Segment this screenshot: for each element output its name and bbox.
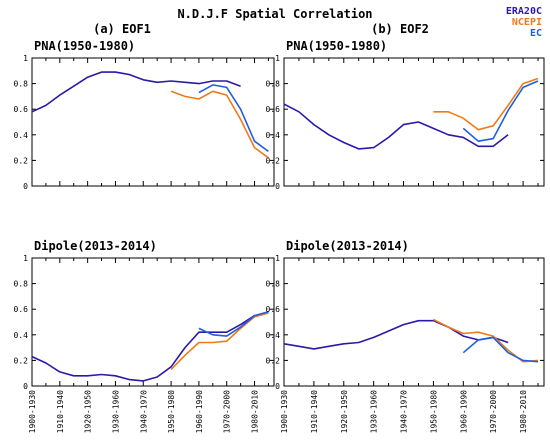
x-tick-label: 1910-1940: [56, 390, 65, 434]
x-tick-label: 1970-2000: [489, 390, 498, 434]
x-tick-label: 1930-1960: [370, 390, 379, 434]
x-tick-label: 1900-1930: [28, 390, 37, 434]
x-tick-label: 1920-1950: [340, 390, 349, 434]
figure-title: N.D.J.F Spatial Correlation: [177, 7, 372, 21]
x-tick-label: 1950-1980: [167, 390, 176, 434]
panel-4: Dipole(2013-2014) 0 0.2 0.4 0.6 0.8 1 1900-1930…: [266, 239, 545, 434]
series-line-era20c: [31, 71, 241, 113]
y-tick-label: 0.8: [14, 280, 29, 289]
series-line-ec: [462, 80, 539, 142]
y-tick-label: 0.8: [266, 280, 281, 289]
plot-frame: [283, 57, 545, 187]
legend-entry-ncepi: NCEPI: [512, 17, 542, 28]
x-tick-label: 1980-2010: [251, 390, 260, 434]
x-tick-label: 1940-1970: [400, 390, 409, 434]
x-tick-label: 1960-1990: [195, 390, 204, 434]
plot-frame: [31, 257, 275, 387]
y-tick-label: 0.2: [14, 156, 29, 165]
y-tick-label: 0.2: [14, 356, 29, 365]
y-tick-label: 1: [23, 54, 28, 63]
plot-frame: [31, 57, 275, 187]
x-tick-label: 1950-1980: [429, 390, 438, 434]
x-tick-label: 1960-1990: [459, 390, 468, 434]
legend-entry-ec: EC: [530, 28, 542, 39]
column-title-eof2: (b) EOF2: [371, 22, 429, 36]
series-line-ncepi: [170, 90, 269, 159]
panel-title: Dipole(2013-2014): [286, 239, 409, 253]
series-line-era20c: [283, 103, 509, 150]
y-tick-label: 0.4: [14, 331, 29, 340]
y-tick-label: 0.6: [14, 105, 29, 114]
y-tick-label: 0: [23, 182, 28, 191]
y-tick-label: 0: [23, 382, 28, 391]
series-line-ec: [198, 84, 269, 153]
y-tick-label: 0.6: [14, 305, 29, 314]
panel-2: PNA(1950-1980) 0 0.2 0.4 0.6 0.8 1: [266, 39, 545, 191]
panel-3: Dipole(2013-2014) 0 0.2 0.4 0.6 0.8 1 1900-1930…: [14, 239, 275, 434]
y-tick-label: 0: [275, 382, 280, 391]
y-tick-label: 1: [23, 254, 28, 263]
plot-frame: [283, 257, 545, 387]
y-tick-label: 0.6: [266, 305, 281, 314]
y-tick-label: 0.6: [266, 105, 281, 114]
panels: PNA(1950-1980)00.20.40.60.81PNA(1950-198…: [14, 39, 545, 434]
y-tick-label: 1: [275, 254, 280, 263]
y-tick-label: 0.4: [266, 331, 281, 340]
x-tick-label: 1920-1950: [84, 390, 93, 434]
panel-title: PNA(1950-1980): [286, 39, 387, 53]
y-tick-label: 0.8: [266, 80, 281, 89]
series-line-ncepi: [170, 312, 269, 370]
x-tick-label: 1930-1960: [111, 390, 120, 434]
series-line-ec: [198, 311, 269, 337]
y-tick-label: 0.4: [266, 131, 281, 140]
x-tick-label: 1970-2000: [223, 390, 232, 434]
column-title-eof1: (a) EOF1: [93, 22, 151, 36]
panel-title: PNA(1950-1980): [34, 39, 135, 53]
y-tick-label: 0.2: [266, 156, 281, 165]
y-tick-label: 0.4: [14, 131, 29, 140]
x-tick-label: 1940-1970: [139, 390, 148, 434]
x-tick-label: 1900-1930: [280, 390, 289, 434]
panel-1: PNA(1950-1980) 0 0.2 0.4 0.6 0.8 1: [14, 39, 275, 191]
series-line-ncepi: [433, 77, 539, 131]
y-tick-label: 1: [275, 54, 280, 63]
x-tick-label: 1910-1940: [310, 390, 319, 434]
series-line-ncepi: [433, 318, 539, 363]
y-tick-label: 0.2: [266, 356, 281, 365]
series-line-era20c: [31, 312, 269, 382]
y-tick-label: 0: [275, 182, 280, 191]
y-tick-label: 0.8: [14, 80, 29, 89]
legend-entry-era20c: ERA20C: [506, 6, 542, 17]
series-line-ec: [462, 336, 539, 363]
series-line-era20c: [283, 319, 509, 350]
panel-title: Dipole(2013-2014): [34, 239, 157, 253]
x-tick-label: 1980-2010: [519, 390, 528, 434]
